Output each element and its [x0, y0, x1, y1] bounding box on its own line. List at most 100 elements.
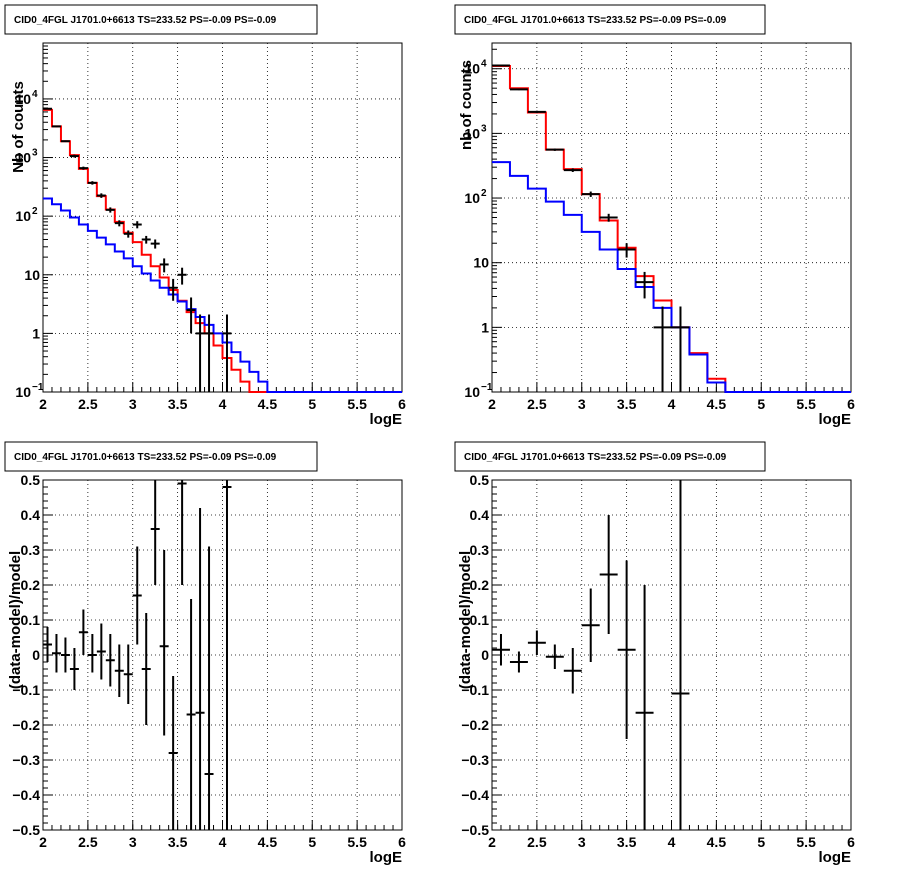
x-tick-label: 2: [39, 834, 47, 850]
plot-frame: [491, 42, 852, 393]
data-point: [69, 648, 79, 690]
data-point: [222, 480, 232, 830]
data-point: [43, 627, 52, 662]
x-tick-label: 5.5: [347, 396, 367, 412]
data-point: [527, 630, 546, 655]
data-point: [168, 278, 178, 301]
x-tick-label: 6: [847, 834, 855, 850]
data-point: [671, 306, 690, 392]
data-point: [635, 271, 654, 299]
y-tick-label: 10: [15, 384, 31, 400]
plot-frame: [42, 479, 403, 831]
data-point: [141, 235, 151, 244]
y-tick-label: −0.4: [461, 787, 489, 803]
y-tick-label: −0.3: [461, 752, 489, 768]
x-axis-title: logE: [819, 849, 852, 866]
data-point: [141, 613, 151, 725]
data-point: [617, 243, 636, 258]
x-tick-label: 2: [488, 834, 496, 850]
data-point: [43, 107, 52, 110]
x-tick-label: 4.5: [258, 396, 278, 412]
plot-title: CID0_4FGL J1701.0+6613 TS=233.52 PS=-0.0…: [464, 452, 727, 463]
x-tick-label: 3.5: [617, 834, 637, 850]
data-point: [671, 480, 690, 830]
y-tick-label: −0.4: [12, 787, 40, 803]
y-tick-label: −0.5: [461, 822, 489, 838]
x-tick-label: 6: [847, 396, 855, 412]
x-tick-label: 3: [129, 396, 137, 412]
x-tick-label: 3: [578, 396, 586, 412]
x-tick-label: 5: [757, 834, 765, 850]
data-point: [195, 508, 205, 830]
x-tick-label: 5.5: [796, 834, 816, 850]
x-tick-label: 5: [308, 834, 316, 850]
x-tick-label: 3: [129, 834, 137, 850]
data-point: [617, 560, 636, 739]
data-point: [114, 220, 124, 227]
data-point: [563, 168, 582, 172]
data-point: [599, 213, 618, 222]
data-point: [132, 221, 142, 229]
data-point: [87, 181, 97, 185]
y-tick-label: 10: [24, 267, 40, 283]
data-point: [132, 546, 142, 645]
data-point: [105, 634, 115, 687]
y-axis-title: (data-model)/model: [457, 551, 474, 689]
y-tick-label: 10: [473, 255, 489, 271]
data-point: [581, 588, 600, 662]
x-tick-label: 3.5: [617, 396, 637, 412]
y-tick-label: 0.1: [470, 612, 490, 628]
data-point: [653, 306, 672, 392]
data-point: [186, 599, 196, 830]
data-point: [78, 166, 88, 170]
title-box: CID0_4FGL J1701.0+6613 TS=233.52 PS=-0.0…: [454, 441, 766, 472]
y-tick-exponent: 4: [481, 59, 487, 70]
y-tick-label: 0.2: [21, 577, 41, 593]
plot-title: CID0_4FGL J1701.0+6613 TS=233.52 PS=-0.0…: [14, 15, 277, 26]
x-axis-title: logE: [819, 411, 852, 428]
y-tick-label: 0.1: [21, 612, 41, 628]
data-point: [492, 64, 510, 67]
y-tick-exponent: −1: [32, 382, 44, 393]
histogram-series: [492, 161, 851, 393]
x-tick-label: 3.5: [168, 396, 188, 412]
x-axis-title: logE: [370, 411, 403, 428]
data-point: [69, 154, 79, 158]
y-tick-label: 10: [464, 61, 480, 77]
plot-title: CID0_4FGL J1701.0+6613 TS=233.52 PS=-0.0…: [464, 15, 727, 26]
x-tick-label: 4: [668, 396, 676, 412]
y-tick-label: 1: [32, 325, 40, 341]
data-point: [159, 550, 169, 736]
y-tick-label: 0.5: [21, 472, 41, 488]
y-tick-exponent: 2: [32, 206, 38, 217]
plot-title: CID0_4FGL J1701.0+6613 TS=233.52 PS=-0.0…: [14, 452, 277, 463]
data-point: [204, 314, 214, 392]
data-point: [51, 634, 61, 673]
y-axis-title: Nb of counts: [10, 81, 27, 173]
y-tick-label: 10: [464, 384, 480, 400]
data-point: [222, 314, 232, 392]
data-point: [87, 634, 97, 673]
y-tick-label: 0.3: [21, 542, 41, 558]
x-tick-label: 5: [308, 396, 316, 412]
data-point: [195, 314, 205, 392]
x-tick-label: 4.5: [707, 834, 727, 850]
title-box: CID0_4FGL J1701.0+6613 TS=233.52 PS=-0.0…: [4, 441, 318, 472]
y-tick-label: 0.4: [470, 507, 490, 523]
y-tick-label: −0.2: [12, 717, 40, 733]
x-tick-label: 4: [668, 834, 676, 850]
x-tick-label: 2: [39, 396, 47, 412]
y-tick-exponent: 3: [481, 123, 487, 134]
y-tick-label: 0.5: [470, 472, 490, 488]
grid-lines: [492, 480, 851, 830]
y-axis-title: nb of counts: [458, 60, 475, 150]
data-point: [545, 148, 564, 151]
x-tick-label: 4: [219, 834, 227, 850]
y-tick-label: −0.3: [12, 752, 40, 768]
data-point: [123, 230, 133, 238]
x-tick-label: 4: [219, 396, 227, 412]
data-point: [123, 644, 133, 704]
y-tick-label: 0.4: [21, 507, 41, 523]
y-tick-label: 0.3: [470, 542, 490, 558]
